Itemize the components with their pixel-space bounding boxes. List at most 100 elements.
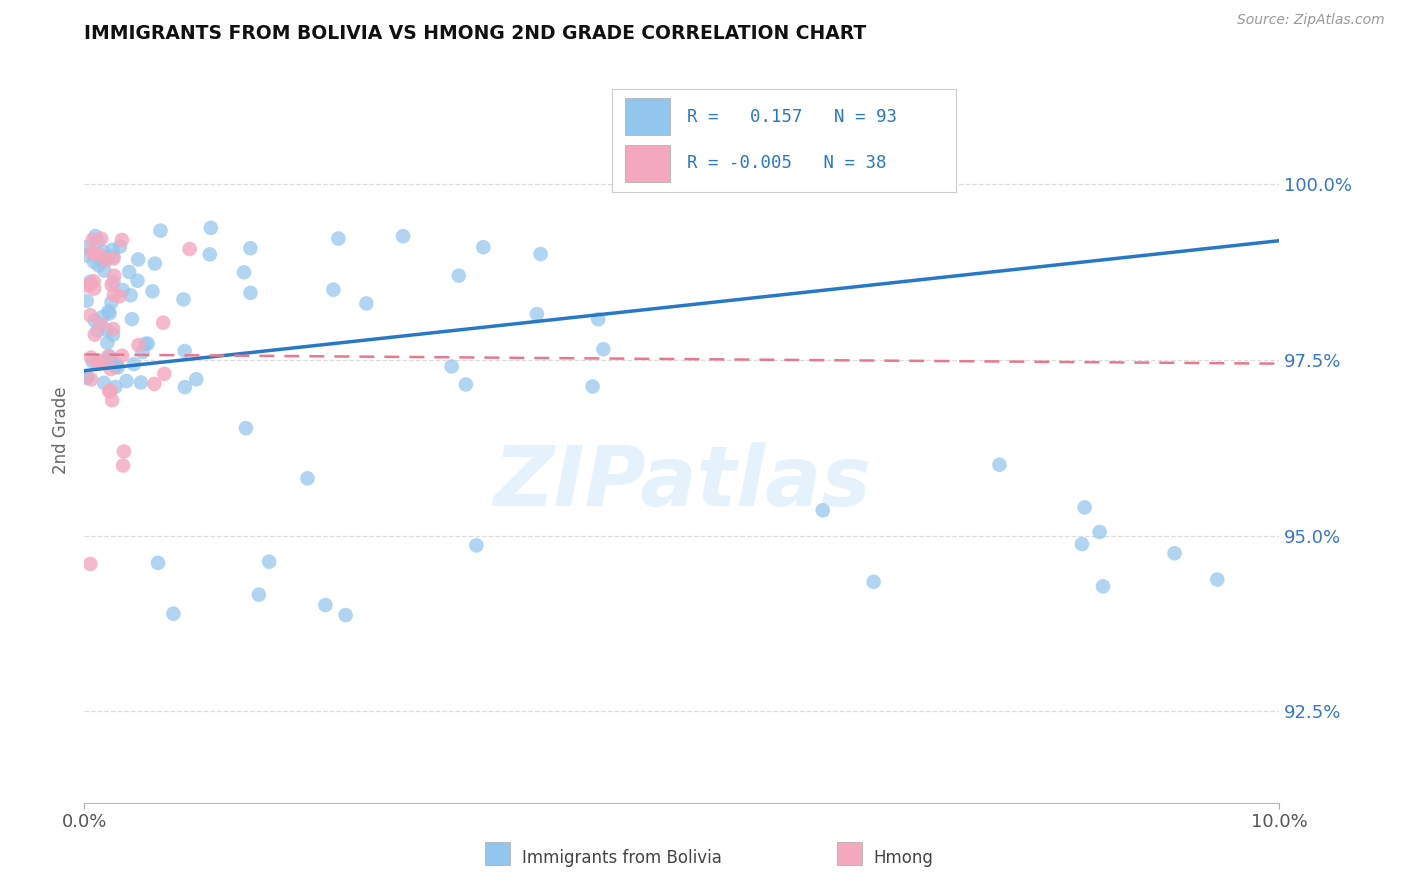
Text: Hmong: Hmong xyxy=(873,849,934,867)
Point xyxy=(97,251,120,265)
Point xyxy=(1088,524,1111,539)
Point xyxy=(76,293,98,308)
Point xyxy=(101,243,124,257)
Point xyxy=(239,241,262,255)
Point xyxy=(80,372,103,386)
Point xyxy=(82,233,104,247)
Point xyxy=(107,360,129,375)
Point xyxy=(172,293,194,307)
Point xyxy=(97,350,120,364)
Point xyxy=(1073,500,1095,515)
Point xyxy=(112,458,135,473)
Point xyxy=(356,296,378,310)
Point xyxy=(862,574,884,589)
Point xyxy=(136,336,159,351)
FancyBboxPatch shape xyxy=(626,145,671,181)
Point xyxy=(97,304,120,318)
Point xyxy=(121,312,143,326)
Point xyxy=(127,252,149,267)
Point xyxy=(586,312,609,326)
Point xyxy=(314,598,336,612)
Point xyxy=(447,268,470,283)
Point xyxy=(98,354,121,368)
Point xyxy=(108,239,131,253)
Point xyxy=(84,229,107,244)
Point xyxy=(96,251,118,265)
Point xyxy=(198,247,221,261)
Point xyxy=(392,229,415,244)
Point xyxy=(93,376,115,390)
Point xyxy=(98,384,121,399)
Point xyxy=(87,258,110,272)
Text: Immigrants from Bolivia: Immigrants from Bolivia xyxy=(522,849,721,867)
Point xyxy=(111,283,134,297)
Point xyxy=(79,557,101,571)
Point xyxy=(440,359,463,374)
Point xyxy=(100,277,122,292)
Point xyxy=(98,349,121,363)
Point xyxy=(120,288,142,302)
Point xyxy=(90,248,112,262)
Point xyxy=(96,323,118,337)
Point xyxy=(76,371,98,385)
Point xyxy=(530,247,553,261)
Point xyxy=(103,252,125,266)
Point xyxy=(91,310,114,324)
Point xyxy=(104,359,127,374)
Point xyxy=(89,317,111,331)
Point xyxy=(335,608,357,623)
Point xyxy=(581,379,603,393)
Point xyxy=(111,349,134,363)
Point xyxy=(93,252,115,267)
Text: IMMIGRANTS FROM BOLIVIA VS HMONG 2ND GRADE CORRELATION CHART: IMMIGRANTS FROM BOLIVIA VS HMONG 2ND GRA… xyxy=(84,23,866,43)
Point xyxy=(86,355,108,369)
Point xyxy=(101,393,124,408)
Point xyxy=(90,232,112,246)
Point xyxy=(143,256,166,270)
Point xyxy=(118,265,141,279)
Point xyxy=(76,370,98,384)
Point xyxy=(79,308,101,322)
Point xyxy=(1163,546,1185,560)
Point xyxy=(127,274,149,288)
Point xyxy=(454,377,477,392)
Point xyxy=(83,282,105,296)
Point xyxy=(112,444,135,458)
Point xyxy=(79,277,101,292)
Y-axis label: 2nd Grade: 2nd Grade xyxy=(52,386,70,475)
Point xyxy=(100,354,122,368)
Point xyxy=(233,265,256,279)
Text: Source: ZipAtlas.com: Source: ZipAtlas.com xyxy=(1237,13,1385,28)
Point xyxy=(174,380,197,394)
Point xyxy=(86,324,108,338)
Point xyxy=(1070,537,1092,551)
Point xyxy=(153,367,176,381)
Point xyxy=(80,351,103,365)
Point xyxy=(186,372,208,386)
Point xyxy=(1091,579,1114,593)
Point xyxy=(103,250,125,264)
Point xyxy=(82,354,104,368)
Point xyxy=(104,380,127,394)
Point xyxy=(811,503,834,517)
Point xyxy=(135,337,157,351)
Point xyxy=(146,556,169,570)
Point xyxy=(465,538,488,552)
Point xyxy=(83,255,105,269)
Point xyxy=(122,357,145,371)
Point xyxy=(162,607,184,621)
Point xyxy=(235,421,257,435)
Point xyxy=(76,278,98,293)
Point xyxy=(103,268,125,283)
Point xyxy=(103,275,125,289)
Point xyxy=(328,231,350,245)
Text: R = -0.005   N = 38: R = -0.005 N = 38 xyxy=(688,154,887,172)
Point xyxy=(101,327,124,342)
Point xyxy=(141,285,163,299)
Point xyxy=(239,285,262,300)
Point xyxy=(143,376,166,391)
Point xyxy=(87,355,110,369)
Point xyxy=(83,313,105,327)
Point xyxy=(108,289,131,303)
Point xyxy=(115,374,138,388)
